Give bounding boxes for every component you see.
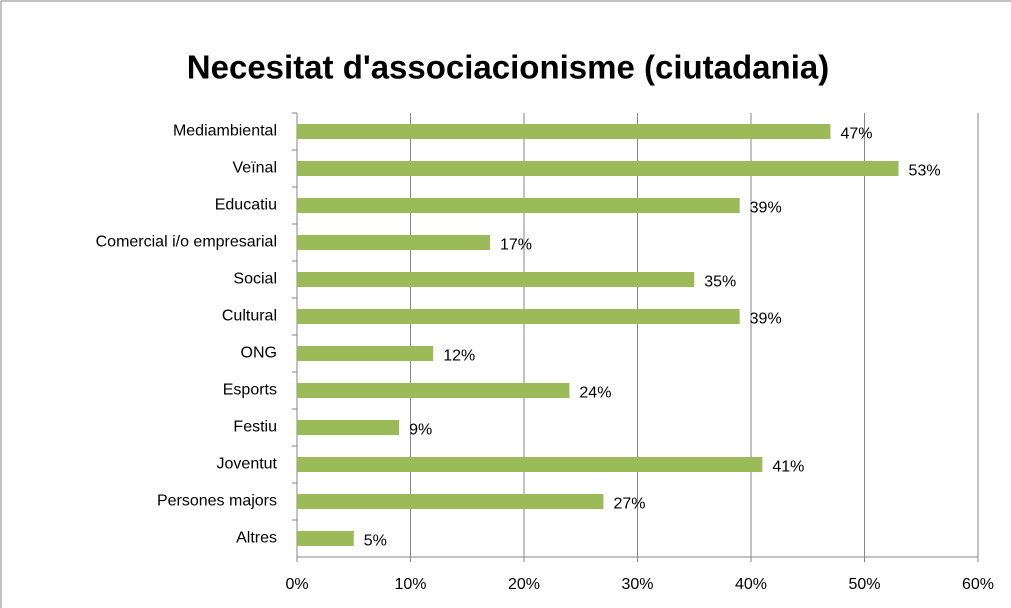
bar bbox=[297, 494, 604, 509]
data-label: 9% bbox=[409, 422, 432, 439]
y-tick-label: Cultural bbox=[222, 308, 277, 325]
x-tick-label: 60% bbox=[962, 576, 994, 593]
y-tick-label: Esports bbox=[223, 382, 277, 399]
x-tick-label: 10% bbox=[394, 576, 426, 593]
data-label: 17% bbox=[500, 237, 532, 254]
y-tick-label: Social bbox=[233, 271, 277, 288]
data-label: 24% bbox=[579, 385, 611, 402]
data-label: 41% bbox=[772, 459, 804, 476]
data-label: 39% bbox=[750, 200, 782, 217]
bar bbox=[297, 235, 490, 250]
data-label: 35% bbox=[704, 274, 736, 291]
y-tick-label: Comercial i/o empresarial bbox=[96, 234, 277, 251]
chart-title: Necesitat d'associacionisme (ciutadania) bbox=[187, 49, 829, 86]
bar bbox=[297, 531, 354, 546]
x-tick-label: 0% bbox=[285, 576, 308, 593]
data-label: 47% bbox=[840, 126, 872, 143]
bar bbox=[297, 457, 763, 472]
data-label: 12% bbox=[443, 348, 475, 365]
bar bbox=[297, 198, 740, 213]
y-tick-label: ONG bbox=[241, 345, 277, 362]
y-tick-label: Educatiu bbox=[215, 197, 277, 214]
bar bbox=[297, 272, 695, 287]
bar bbox=[297, 383, 570, 398]
data-label: 39% bbox=[750, 311, 782, 328]
y-tick-label: Altres bbox=[236, 530, 277, 547]
data-label: 27% bbox=[613, 496, 645, 513]
y-tick-label: Veïnal bbox=[233, 160, 277, 177]
y-tick-label: Festiu bbox=[233, 419, 277, 436]
y-tick-label: Joventut bbox=[217, 456, 278, 473]
bar bbox=[297, 161, 899, 176]
data-label: 53% bbox=[909, 163, 941, 180]
x-tick-label: 50% bbox=[848, 576, 880, 593]
x-tick-label: 40% bbox=[735, 576, 767, 593]
x-tick-label: 20% bbox=[508, 576, 540, 593]
y-tick-label: Persones majors bbox=[157, 493, 277, 510]
bar bbox=[297, 420, 400, 435]
y-tick-label: Mediambiental bbox=[173, 123, 277, 140]
data-label: 5% bbox=[364, 533, 387, 550]
x-tick-label: 30% bbox=[621, 576, 653, 593]
bar bbox=[297, 309, 740, 324]
bar bbox=[297, 124, 831, 139]
bar bbox=[297, 346, 434, 361]
